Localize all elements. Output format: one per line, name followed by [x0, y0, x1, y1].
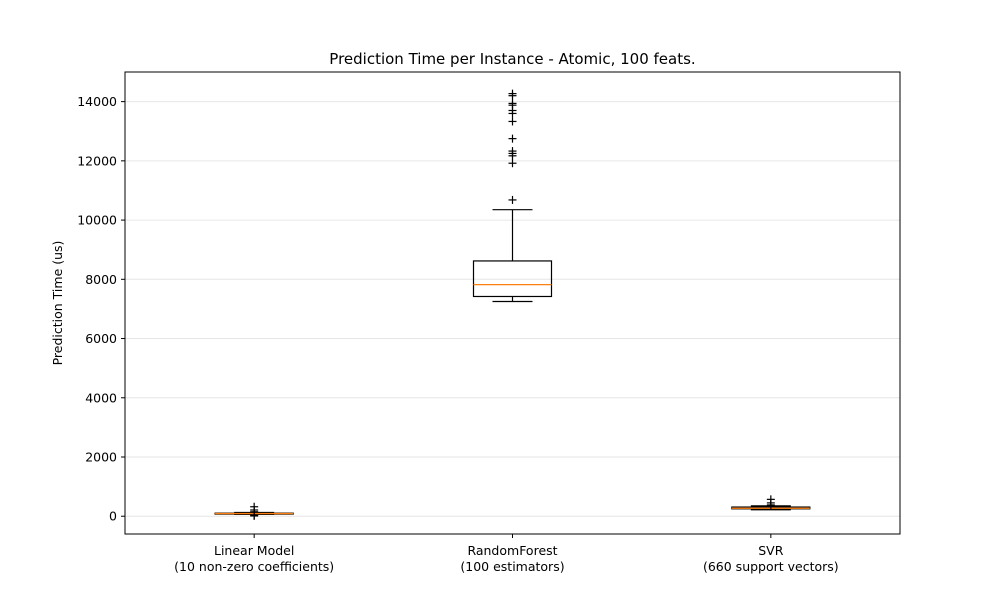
box-group: [472, 89, 553, 303]
y-tick-label: 10000: [77, 213, 117, 228]
box-group: [214, 502, 294, 520]
flier-marker: [766, 495, 775, 504]
y-tick-label: 2000: [85, 450, 117, 465]
y-tick-label: 8000: [85, 272, 117, 287]
flier-marker: [508, 147, 517, 156]
y-axis-ticks: 0 2000 4000 6000 8000 10000 12000 14000: [77, 94, 125, 524]
x-tick-label-line1: RandomForest: [467, 543, 557, 558]
flier-marker: [508, 117, 517, 126]
y-tick-label: 0: [109, 509, 117, 524]
x-tick-label-line1: Linear Model: [214, 543, 294, 558]
flier-marker: [250, 502, 259, 511]
x-tick-label-line1: SVR: [758, 543, 783, 558]
y-tick-label: 4000: [85, 390, 117, 405]
y-tick-label: 6000: [85, 331, 117, 346]
x-axis-ticks: Linear Model(10 non-zero coefficients) Ra…: [174, 534, 839, 574]
boxes: [214, 89, 811, 520]
flier-marker: [508, 195, 517, 204]
box-group: [731, 495, 811, 511]
y-tick-label: 12000: [77, 153, 117, 168]
flier-marker: [508, 134, 517, 143]
box-iqr: [472, 260, 553, 298]
chart-title: Prediction Time per Instance - Atomic, 1…: [329, 50, 695, 68]
flier-marker: [508, 159, 517, 168]
flier-marker: [508, 89, 517, 98]
x-tick-label-line2: (660 support vectors): [703, 559, 839, 574]
flier-marker: [508, 99, 517, 108]
y-tick-label: 14000: [77, 94, 117, 109]
y-axis-label: Prediction Time (us): [50, 241, 65, 366]
x-tick-label-line2: (100 estimators): [460, 559, 564, 574]
x-tick-label-line2: (10 non-zero coefficients): [174, 559, 334, 574]
